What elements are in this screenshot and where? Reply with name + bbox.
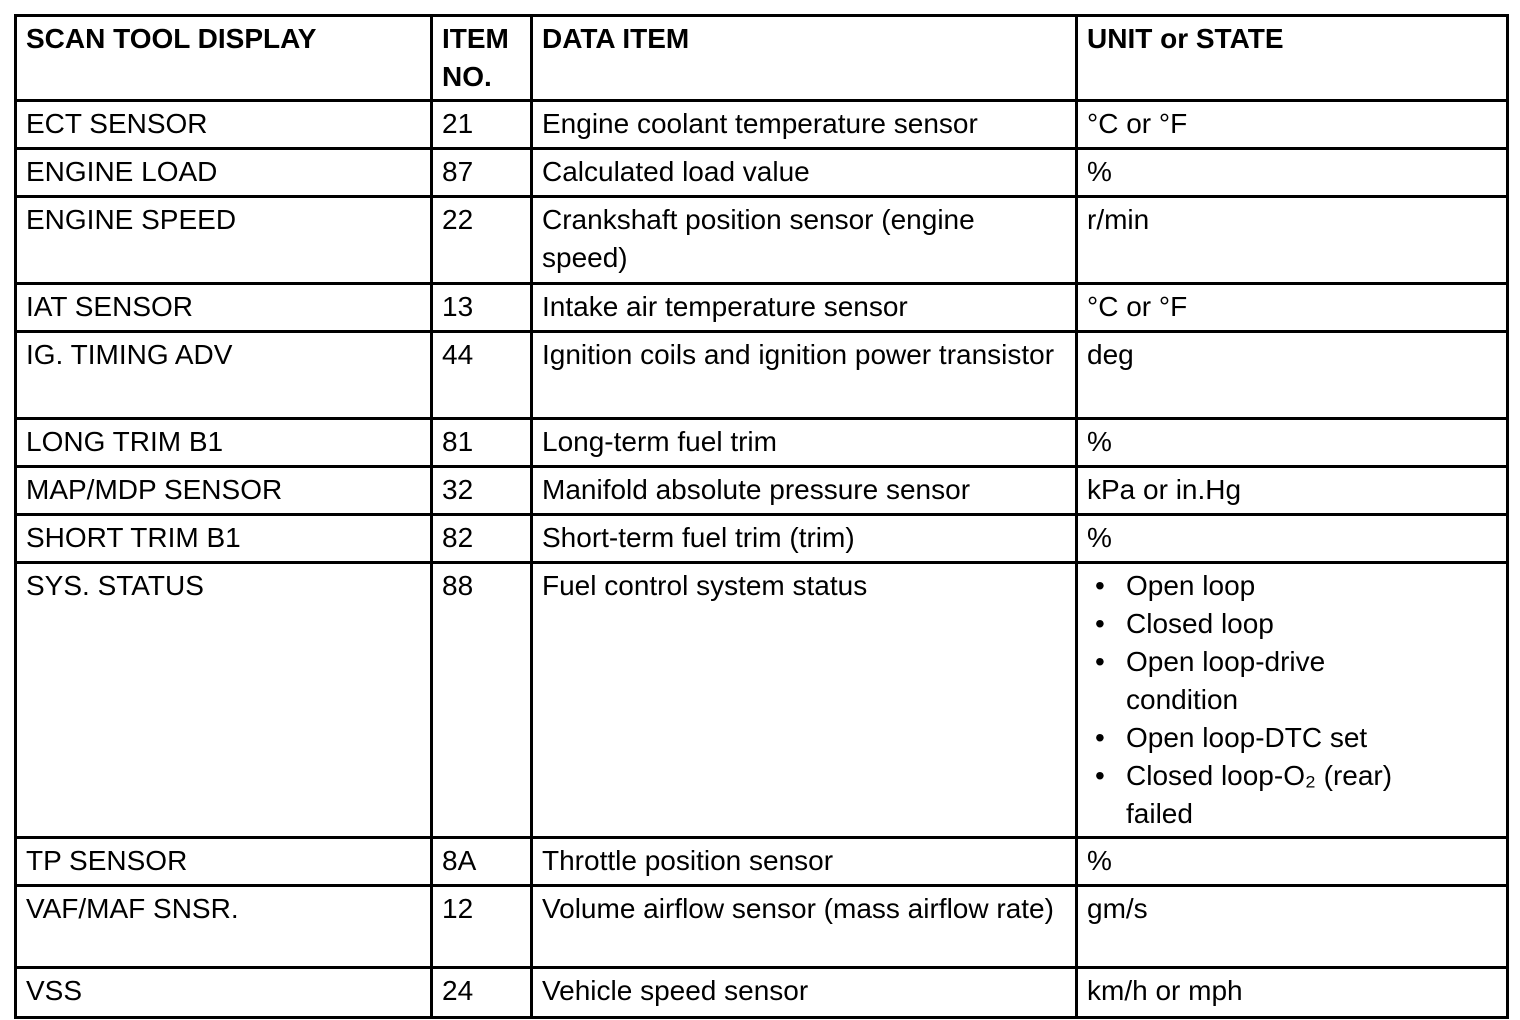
list-item: Open loop-DTC set bbox=[1087, 719, 1432, 757]
data-item-cell: Engine coolant temperature sensor bbox=[530, 99, 1078, 150]
unit-or-state-cell: deg bbox=[1075, 330, 1509, 420]
scan-tool-display-cell: MAP/MDP SENSOR bbox=[14, 465, 433, 516]
unit-or-state-cell: gm/s bbox=[1075, 884, 1509, 969]
item-no-cell: 8A bbox=[430, 836, 533, 887]
data-item-cell: Throttle position sensor bbox=[530, 836, 1078, 887]
data-item-cell: Intake air temperature sensor bbox=[530, 282, 1078, 333]
list-item: Closed loop bbox=[1087, 605, 1432, 643]
table-row: VAF/MAF SNSR. 12 Volume airflow sensor (… bbox=[14, 884, 1509, 969]
header-row: SCAN TOOL DISPLAY ITEM NO. DATA ITEM UNI… bbox=[14, 14, 1509, 102]
unit-or-state-cell: % bbox=[1075, 513, 1509, 564]
fuel-system-state-list: Open loop Closed loop Open loop-drive co… bbox=[1087, 567, 1432, 833]
table-row: MAP/MDP SENSOR 32 Manifold absolute pres… bbox=[14, 465, 1509, 516]
item-no-cell: 82 bbox=[430, 513, 533, 564]
unit-or-state-cell: °C or °F bbox=[1075, 282, 1509, 333]
unit-or-state-cell: Open loop Closed loop Open loop-drive co… bbox=[1075, 561, 1509, 839]
data-item-cell: Calculated load value bbox=[530, 147, 1078, 198]
table-row: IAT SENSOR 13 Intake air temperature sen… bbox=[14, 282, 1509, 333]
data-item-cell: Short-term fuel trim (trim) bbox=[530, 513, 1078, 564]
scan-tool-display-cell: SYS. STATUS bbox=[14, 561, 433, 839]
scan-tool-display-cell: ENGINE SPEED bbox=[14, 195, 433, 285]
unit-or-state-cell: km/h or mph bbox=[1075, 966, 1509, 1019]
table-row: ENGINE SPEED 22 Crankshaft position sens… bbox=[14, 195, 1509, 285]
col-header-scan-tool-display: SCAN TOOL DISPLAY bbox=[14, 14, 433, 102]
unit-or-state-cell: % bbox=[1075, 147, 1509, 198]
data-item-cell: Long-term fuel trim bbox=[530, 417, 1078, 468]
item-no-cell: 22 bbox=[430, 195, 533, 285]
unit-or-state-cell: % bbox=[1075, 417, 1509, 468]
table-row: ECT SENSOR 21 Engine coolant temperature… bbox=[14, 99, 1509, 150]
unit-or-state-cell: °C or °F bbox=[1075, 99, 1509, 150]
data-item-cell: Crankshaft position sensor (engine speed… bbox=[530, 195, 1078, 285]
table-row: LONG TRIM B1 81 Long-term fuel trim % bbox=[14, 417, 1509, 468]
list-item: Closed loop-O₂ (rear) failed bbox=[1087, 757, 1432, 833]
table-row: VSS 24 Vehicle speed sensor km/h or mph bbox=[14, 966, 1509, 1019]
scan-tool-display-cell: ENGINE LOAD bbox=[14, 147, 433, 198]
table-row: SYS. STATUS 88 Fuel control system statu… bbox=[14, 561, 1509, 839]
col-header-item-no: ITEM NO. bbox=[430, 14, 533, 102]
data-item-cell: Ignition coils and ignition power transi… bbox=[530, 330, 1078, 420]
unit-or-state-cell: r/min bbox=[1075, 195, 1509, 285]
item-no-cell: 32 bbox=[430, 465, 533, 516]
scan-tool-display-cell: IAT SENSOR bbox=[14, 282, 433, 333]
col-header-data-item: DATA ITEM bbox=[530, 14, 1078, 102]
scan-tool-display-cell: SHORT TRIM B1 bbox=[14, 513, 433, 564]
data-item-cell: Fuel control system status bbox=[530, 561, 1078, 839]
col-header-unit-or-state: UNIT or STATE bbox=[1075, 14, 1509, 102]
scan-tool-display-cell: TP SENSOR bbox=[14, 836, 433, 887]
data-item-cell: Manifold absolute pressure sensor bbox=[530, 465, 1078, 516]
scan-tool-display-cell: VAF/MAF SNSR. bbox=[14, 884, 433, 969]
item-no-cell: 81 bbox=[430, 417, 533, 468]
item-no-cell: 87 bbox=[430, 147, 533, 198]
item-no-cell: 13 bbox=[430, 282, 533, 333]
list-item: Open loop bbox=[1087, 567, 1432, 605]
scan-tool-display-cell: LONG TRIM B1 bbox=[14, 417, 433, 468]
scan-tool-data-table: SCAN TOOL DISPLAY ITEM NO. DATA ITEM UNI… bbox=[14, 14, 1509, 1019]
table-row: IG. TIMING ADV 44 Ignition coils and ign… bbox=[14, 330, 1509, 420]
item-no-cell: 12 bbox=[430, 884, 533, 969]
table-row: TP SENSOR 8A Throttle position sensor % bbox=[14, 836, 1509, 887]
item-no-cell: 88 bbox=[430, 561, 533, 839]
scan-tool-display-cell: IG. TIMING ADV bbox=[14, 330, 433, 420]
scan-tool-display-cell: VSS bbox=[14, 966, 433, 1019]
table-row: SHORT TRIM B1 82 Short-term fuel trim (t… bbox=[14, 513, 1509, 564]
unit-or-state-cell: % bbox=[1075, 836, 1509, 887]
item-no-cell: 24 bbox=[430, 966, 533, 1019]
list-item: Open loop-drive condition bbox=[1087, 643, 1432, 719]
table-row: ENGINE LOAD 87 Calculated load value % bbox=[14, 147, 1509, 198]
item-no-cell: 44 bbox=[430, 330, 533, 420]
data-item-cell: Volume airflow sensor (mass airflow rate… bbox=[530, 884, 1078, 969]
unit-or-state-cell: kPa or in.Hg bbox=[1075, 465, 1509, 516]
data-item-cell: Vehicle speed sensor bbox=[530, 966, 1078, 1019]
scan-tool-display-cell: ECT SENSOR bbox=[14, 99, 433, 150]
item-no-cell: 21 bbox=[430, 99, 533, 150]
